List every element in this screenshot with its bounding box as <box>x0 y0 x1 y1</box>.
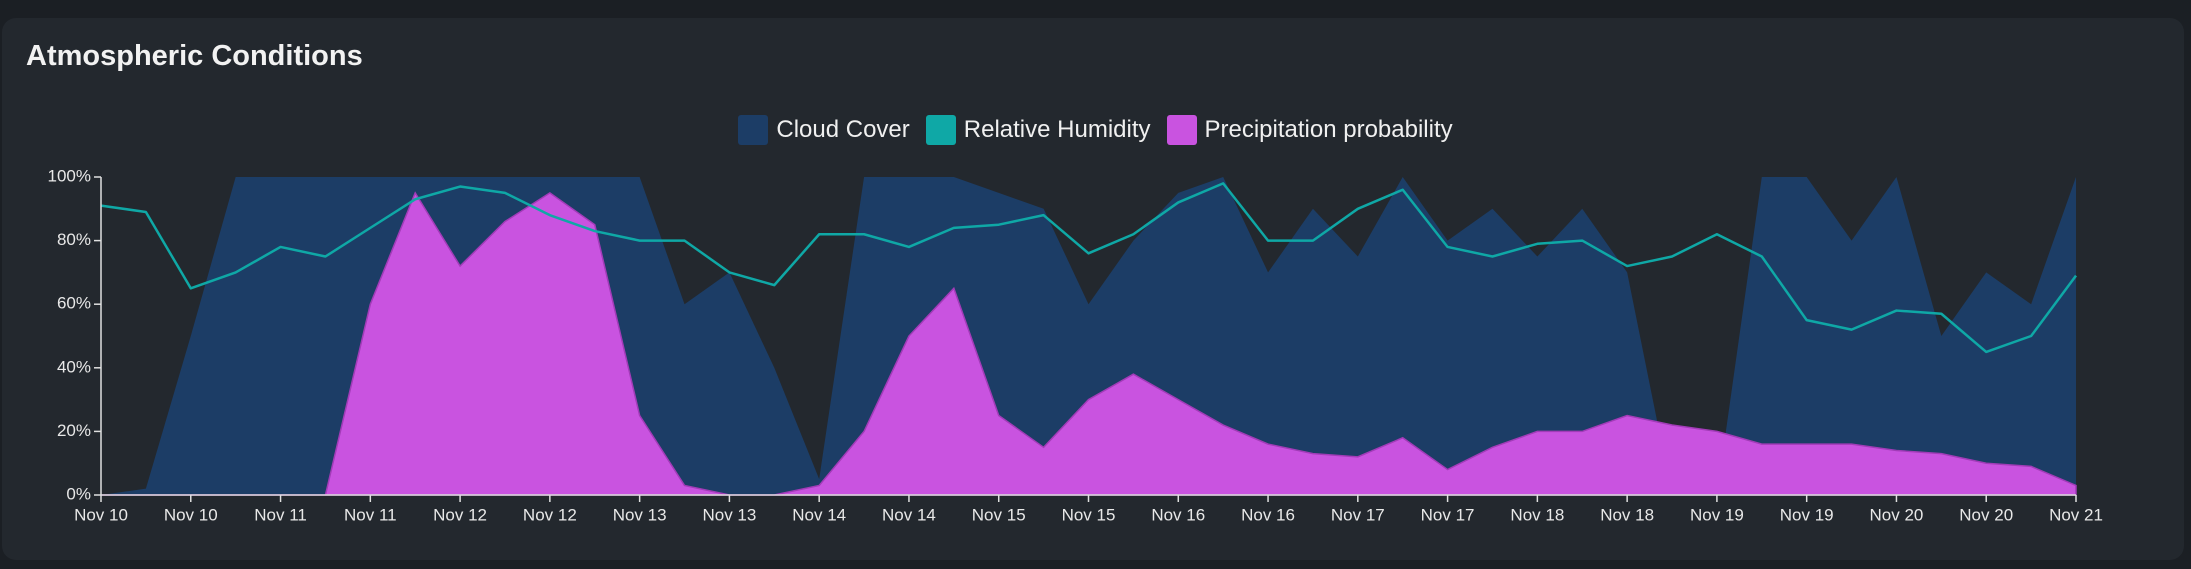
x-tick-label: Nov 19 <box>1780 505 1834 524</box>
x-tick-label: Nov 17 <box>1421 505 1475 524</box>
x-tick-label: Nov 20 <box>1959 505 2013 524</box>
y-tick-label: 80% <box>57 230 91 249</box>
x-tick-label: Nov 15 <box>972 505 1026 524</box>
legend-label: Relative Humidity <box>963 116 1151 143</box>
x-tick-label: Nov 11 <box>254 505 307 524</box>
x-tick-label: Nov 17 <box>1331 505 1385 524</box>
x-tick-label: Nov 16 <box>1241 505 1295 524</box>
chart-title: Atmospheric Conditions <box>26 40 363 72</box>
legend-item[interactable]: Cloud Cover <box>738 115 910 145</box>
x-tick-label: Nov 21 <box>2049 505 2103 524</box>
x-tick-label: Nov 14 <box>792 505 846 524</box>
x-tick-label: Nov 10 <box>74 505 128 524</box>
x-tick-label: Nov 18 <box>1600 505 1654 524</box>
legend-item[interactable]: Relative Humidity <box>925 115 1151 145</box>
x-tick-label: Nov 18 <box>1510 505 1564 524</box>
x-tick-label: Nov 13 <box>613 505 667 524</box>
x-tick-label: Nov 20 <box>1870 505 1924 524</box>
legend-swatch <box>925 115 956 145</box>
x-tick-label: Nov 15 <box>1062 505 1116 524</box>
line <box>100 182 2078 354</box>
x-tick-label: Nov 12 <box>523 505 577 524</box>
legend-label: Cloud Cover <box>776 116 910 143</box>
legend-swatch <box>738 115 769 145</box>
y-tick-label: 100% <box>48 166 91 185</box>
x-tick-label: Nov 16 <box>1151 505 1205 524</box>
x-tick-label: Nov 19 <box>1690 505 1744 524</box>
y-tick-label: 0% <box>66 484 91 503</box>
legend-item[interactable]: Precipitation probability <box>1166 115 1453 145</box>
x-tick-label: Nov 11 <box>344 505 397 524</box>
y-tick-label: 60% <box>57 294 91 313</box>
x-tick-label: Nov 14 <box>882 505 936 524</box>
area <box>101 191 2077 496</box>
legend-swatch <box>1166 115 1197 145</box>
x-tick-label: Nov 12 <box>433 505 487 524</box>
legend-label: Precipitation probability <box>1204 116 1453 143</box>
x-tick-label: Nov 10 <box>164 505 218 524</box>
x-tick-label: Nov 13 <box>702 505 756 524</box>
legend: Cloud Cover Relative Humidity Precipitatio… <box>0 115 2191 145</box>
y-tick-label: 40% <box>57 357 91 376</box>
y-tick-label: 20% <box>57 421 91 440</box>
